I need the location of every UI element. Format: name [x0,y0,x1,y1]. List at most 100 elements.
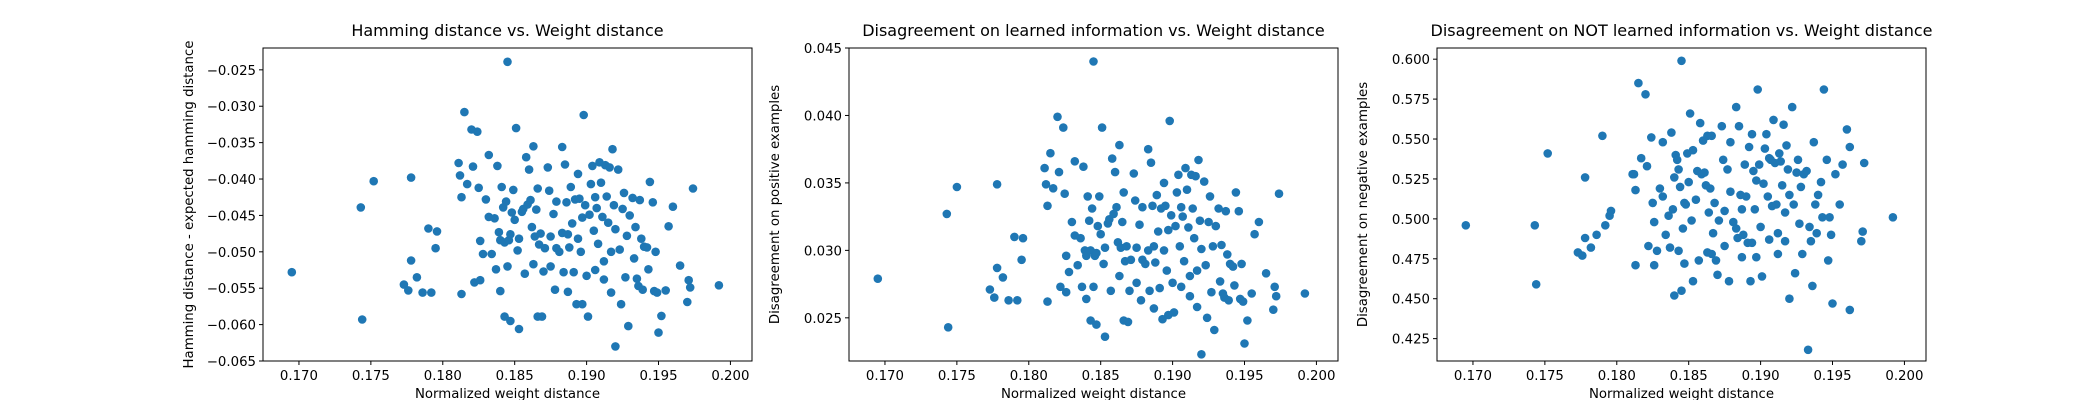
scatter-point [1126,255,1136,265]
scatter-point [1185,271,1195,281]
scatter-point [544,186,554,195]
scatter-point [539,267,548,276]
scatter-point [1720,206,1729,216]
scatter-point [1089,57,1098,66]
scatter-point [1713,270,1722,280]
scatter-point [1678,224,1688,233]
scatter-point [1668,205,1678,214]
scatter-point [1109,209,1118,219]
scatter-point [1717,121,1727,131]
scatter-point [1739,230,1748,240]
scatter-point [1079,162,1088,171]
scatter-point [1221,206,1231,216]
scatter-point [494,227,504,237]
scatter-point [491,265,501,274]
scatter-point [473,127,482,136]
scatter-point [1250,229,1259,239]
scatter-point [1741,192,1751,201]
scatter-point [546,232,555,241]
scatter-point [1061,287,1071,297]
scatter-point [624,321,633,331]
scatter-point [652,288,662,297]
scatter-point [1793,155,1803,165]
scatter-point [657,311,666,321]
scatter-point [1822,155,1832,165]
scatter-point [1178,212,1187,221]
scatter-point [1107,154,1117,163]
scatter-point [1125,286,1134,296]
scatter-point [474,183,484,193]
scatter-point [1089,282,1098,292]
scatter-point [1779,120,1788,129]
scatter-point [599,257,609,266]
scatter-point [632,274,642,284]
scatter-point [1543,149,1552,158]
x-tick-label: 0.190 [1154,369,1192,384]
scatter-point [432,227,442,236]
scatter-point [1708,228,1718,238]
scatter-point [603,218,613,227]
y-tick-label: −0.065 [207,355,256,370]
scatter-point [1056,282,1065,292]
scatter-point [1073,260,1082,270]
scatter-point [1214,204,1223,213]
chart-title: Disagreement on NOT learned information … [1431,21,1933,40]
scatter-point [1274,189,1284,198]
scatter-point [1649,260,1659,270]
scatter-point [1648,198,1657,208]
scatter-point [536,229,545,238]
scatter-point [1787,102,1797,112]
scatter-point [1100,332,1110,342]
scatter-point [590,265,600,275]
scatter-point [1184,223,1193,232]
scatter-point [1192,266,1202,275]
scatter-point [1700,168,1709,177]
scatter-point [1723,165,1732,174]
scatter-point [578,299,587,309]
scatter-point [644,265,653,274]
scatter-point [1675,182,1685,192]
chart-not-learned-disagreement: 0.170 0.175 0.180 0.185 0.190 0.195 0.200 0.42… [1356,21,1933,400]
scatter-point [1181,163,1190,173]
scatter-point [529,142,538,151]
scatter-point [533,184,542,193]
scatter-point [1795,219,1804,228]
scatter-point [1578,251,1587,260]
scatter-point [1772,200,1781,209]
scatter-point [1106,286,1116,296]
scatter-point [1238,297,1248,306]
scatter-point [557,142,567,152]
scatter-point [1825,213,1834,222]
scatter-point [609,200,619,210]
scatter-point [1194,155,1203,165]
scatter-point [1729,217,1738,227]
scatter-point [1674,165,1683,174]
plot-frame [1436,47,1927,362]
x-tick-label: 0.190 [1742,369,1780,384]
scatter-point [1580,233,1590,243]
scatter-point [1802,166,1811,176]
scatter-points [873,57,1310,359]
scatter-point [509,185,518,195]
scatter-point [629,254,639,263]
scatter-point [635,195,645,205]
scatter-point [1777,181,1787,190]
scatter-point [606,288,616,297]
scatter-point [514,234,524,243]
scatter-point [555,247,564,257]
scatter-point [424,224,433,233]
scatter-point [1118,217,1127,227]
scatter-point [1215,277,1225,286]
scatter-point [569,267,578,277]
scatter-point [543,163,553,172]
scatter-point [580,200,590,210]
y-tick-label: 0.550 [1392,133,1430,148]
scatter-point [540,243,550,253]
scatter-point [1672,155,1682,165]
y-tick-label: 0.035 [804,177,842,192]
scatter-point [1152,190,1162,200]
scatter-point [454,158,463,168]
scatter-point [369,176,379,186]
scatter-point [1054,167,1064,177]
